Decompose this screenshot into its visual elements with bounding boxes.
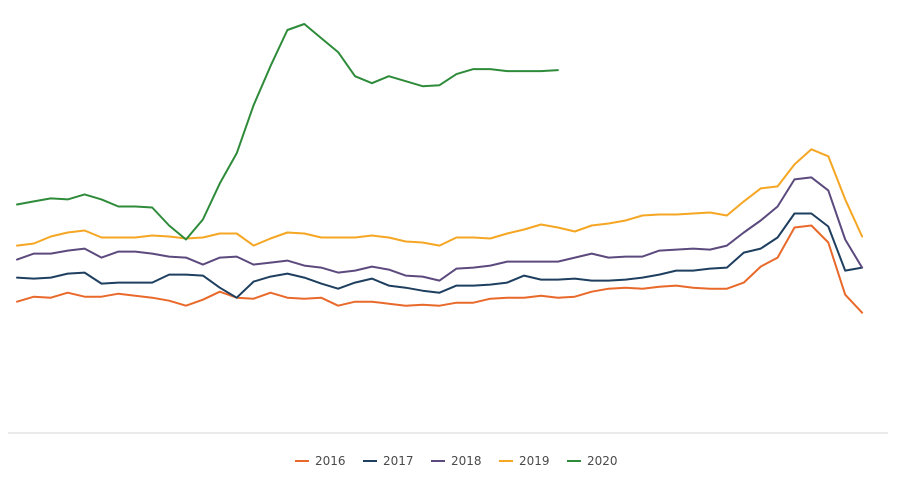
legend-item-2020[interactable]: 2020	[567, 454, 618, 468]
series-line-2019	[16, 148, 864, 247]
legend-label-2016: 2016	[315, 454, 346, 468]
legend-item-2016[interactable]: 2016	[295, 454, 346, 468]
legend-label-2019: 2019	[519, 454, 550, 468]
legend-label-2018: 2018	[451, 454, 482, 468]
legend-item-2017[interactable]: 2017	[363, 454, 414, 468]
legend-item-2018[interactable]: 2018	[431, 454, 482, 468]
legend-label-2017: 2017	[383, 454, 414, 468]
series-line-2017	[16, 212, 864, 299]
legend-label-2020: 2020	[587, 454, 618, 468]
series-group	[16, 23, 864, 314]
series-line-2016	[16, 224, 864, 314]
series-line-2020	[16, 23, 559, 241]
series-line-2018	[16, 176, 864, 282]
legend-item-2019[interactable]: 2019	[499, 454, 550, 468]
legend: 2016 2017 2018 2019 2020	[295, 454, 618, 468]
